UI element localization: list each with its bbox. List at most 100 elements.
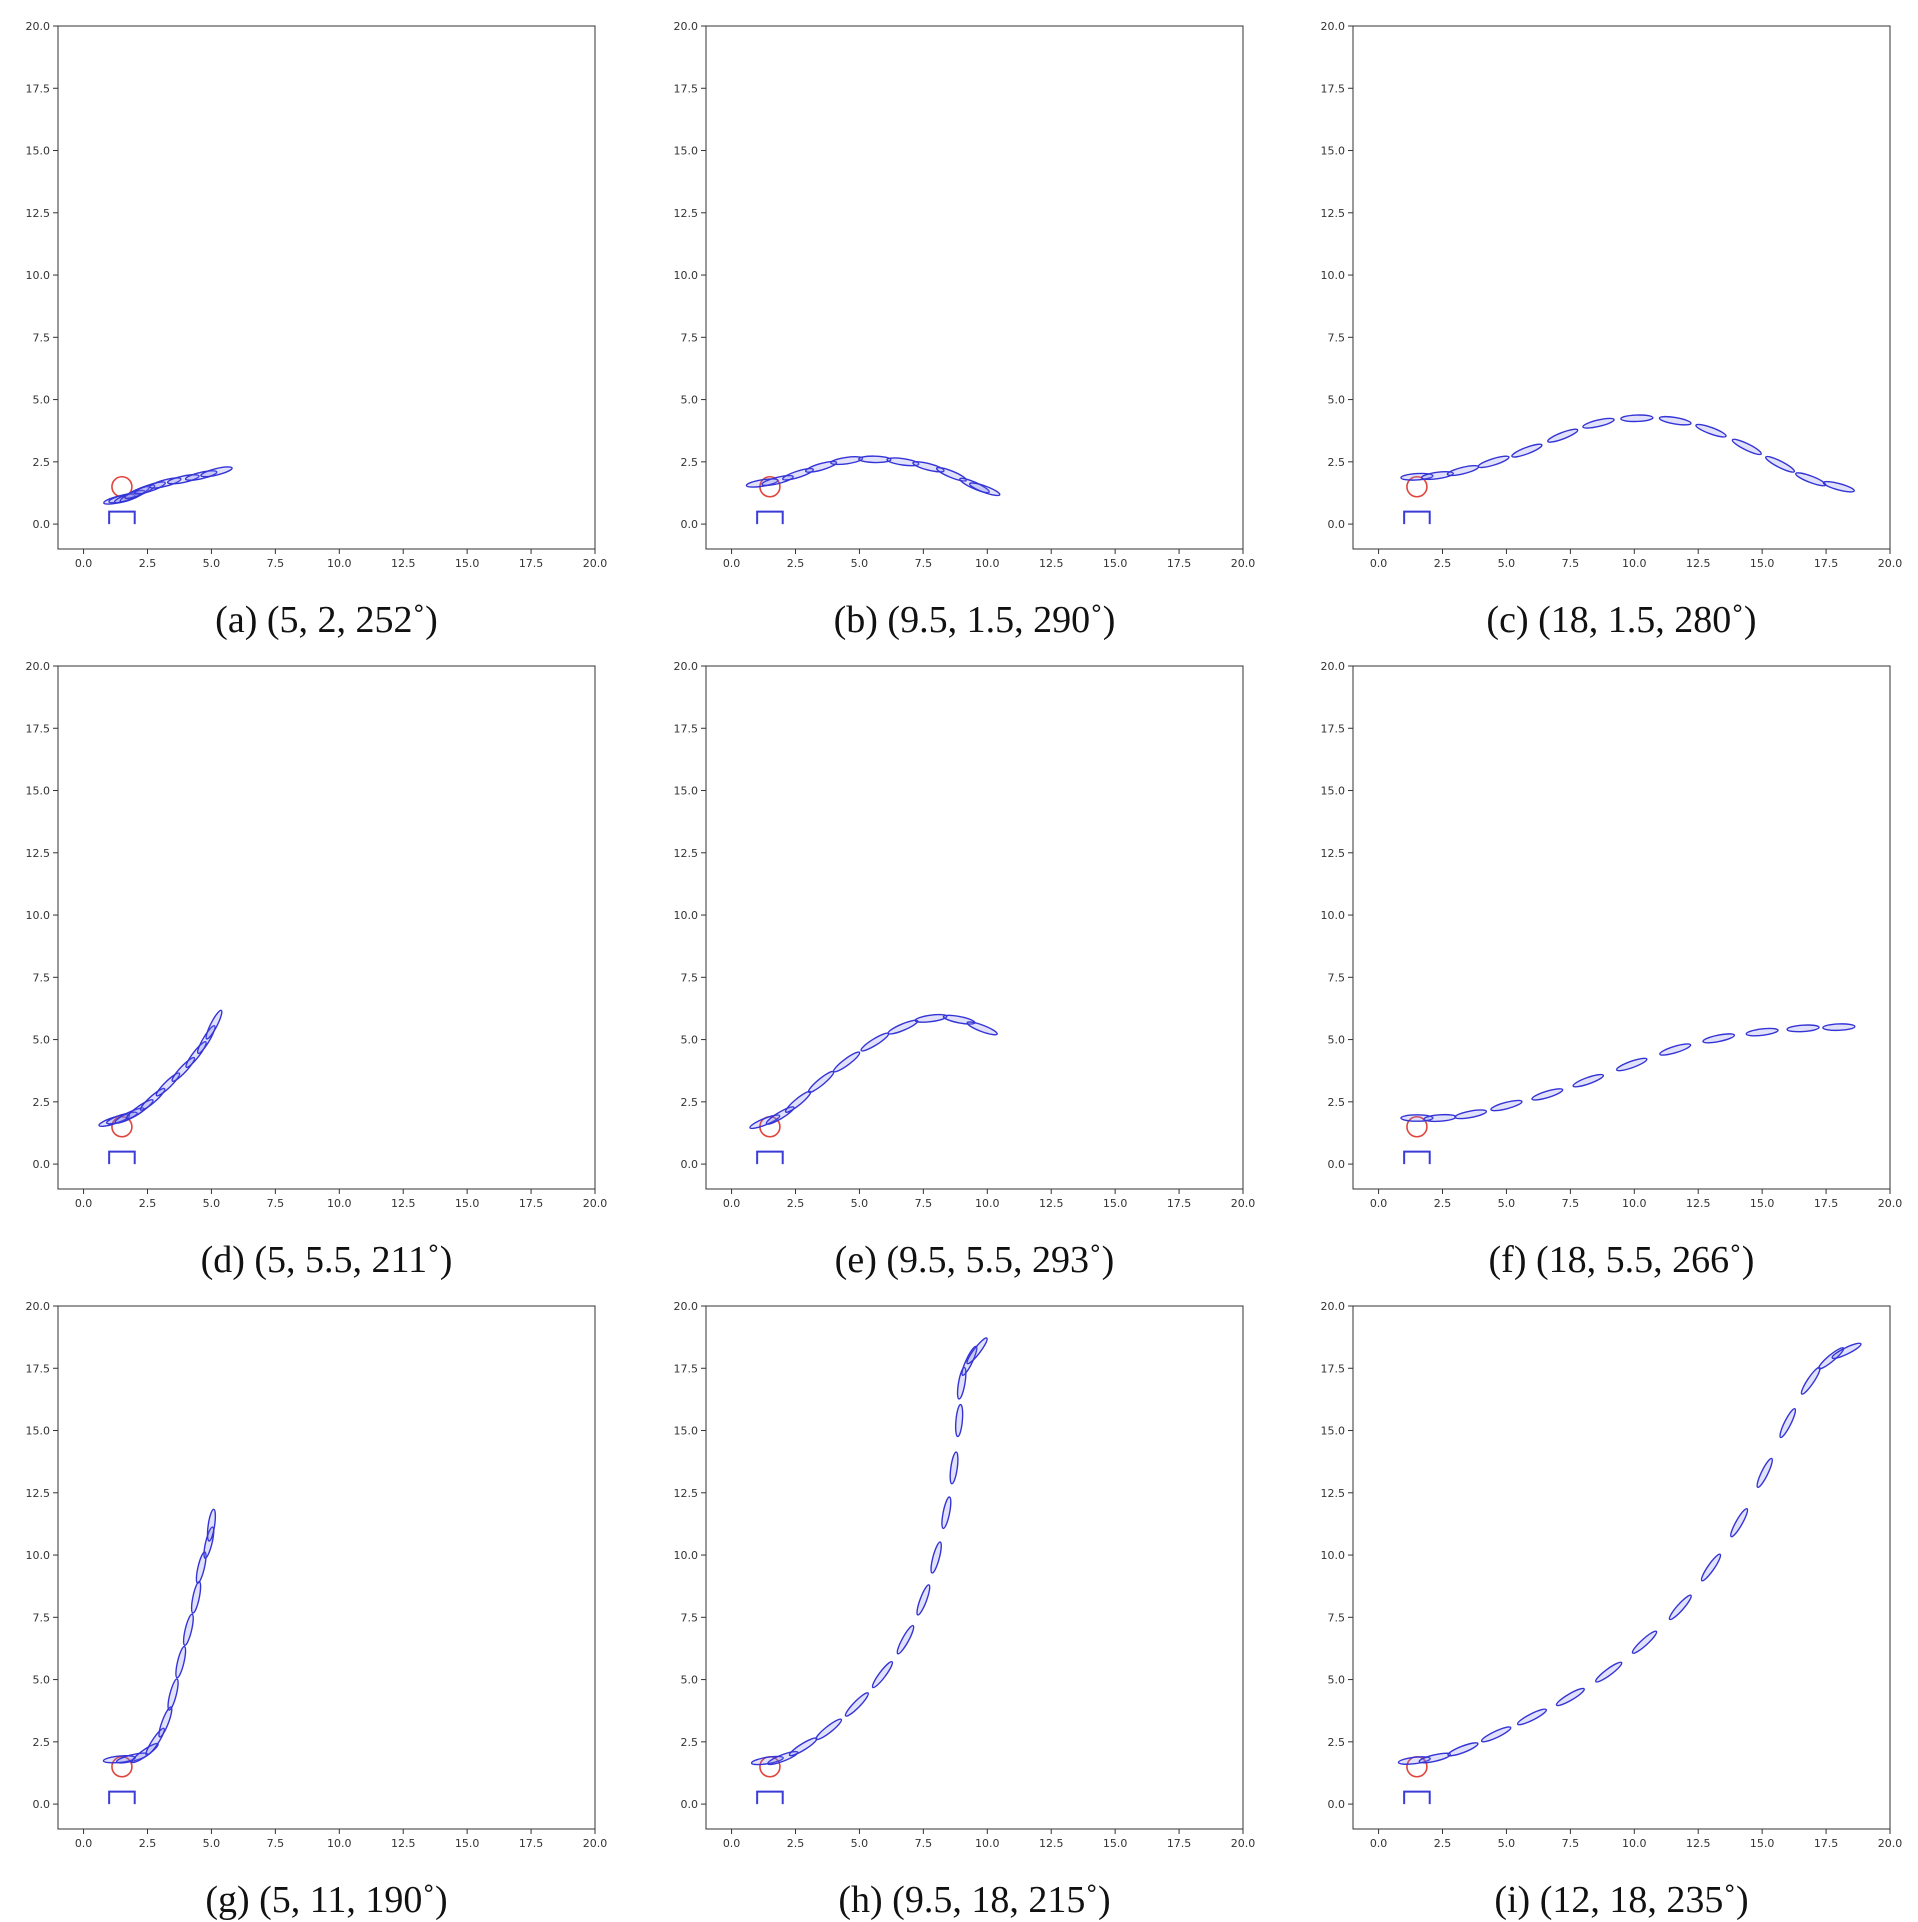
y-tick-label: 2.5 <box>33 1736 51 1749</box>
x-tick-label: 15.0 <box>1750 1837 1775 1850</box>
path-point <box>206 1508 217 1542</box>
x-tick-label: 0.0 <box>1370 1837 1388 1850</box>
path-point <box>196 1025 216 1055</box>
y-tick-label: 5.0 <box>681 394 699 407</box>
path-point <box>1490 1099 1523 1112</box>
y-tick-label: 20.0 <box>26 20 51 33</box>
target-circle <box>111 1755 133 1778</box>
path-point <box>1631 1630 1658 1654</box>
x-tick-label: 10.0 <box>1622 557 1647 570</box>
path-point <box>832 1051 861 1073</box>
dock-bracket <box>756 510 784 525</box>
x-tick-label: 20.0 <box>1878 1197 1903 1210</box>
x-tick-label: 7.5 <box>915 557 933 570</box>
x-tick-label: 17.5 <box>1167 557 1192 570</box>
x-tick-label: 0.0 <box>75 1197 93 1210</box>
y-tick-label: 0.0 <box>33 1798 51 1811</box>
plot-frame <box>705 665 1244 1190</box>
path-point <box>1555 1687 1585 1707</box>
y-tick-label: 2.5 <box>1328 1736 1346 1749</box>
y-tick-label: 5.0 <box>1328 394 1346 407</box>
x-tick-label: 15.0 <box>1750 557 1775 570</box>
x-tick-label: 20.0 <box>1231 1837 1256 1850</box>
plot-frame <box>1352 665 1891 1190</box>
path-point <box>1454 1109 1488 1120</box>
dock-bracket <box>1403 1150 1431 1165</box>
y-tick-label: 10.0 <box>1321 909 1346 922</box>
x-tick-label: 17.5 <box>1814 1197 1839 1210</box>
x-tick-label: 12.5 <box>1686 1197 1711 1210</box>
y-tick-label: 10.0 <box>26 269 51 282</box>
dock-bracket <box>756 1790 784 1805</box>
y-tick-label: 15.0 <box>1321 145 1346 158</box>
x-tick-label: 10.0 <box>1622 1837 1647 1850</box>
x-tick-label: 20.0 <box>583 1837 608 1850</box>
y-tick-label: 10.0 <box>1321 269 1346 282</box>
y-tick-label: 0.0 <box>681 1158 699 1171</box>
y-tick-label: 12.5 <box>1321 207 1346 220</box>
x-tick-label: 5.0 <box>1498 1837 1516 1850</box>
x-tick-label: 7.5 <box>1562 1197 1580 1210</box>
plot-frame <box>57 1305 596 1830</box>
path-point <box>804 460 838 473</box>
y-tick-label: 5.0 <box>1328 1674 1346 1687</box>
path-point <box>1730 1507 1749 1538</box>
x-tick-label: 5.0 <box>851 1197 869 1210</box>
x-tick-label: 0.0 <box>1370 1197 1388 1210</box>
y-tick-label: 0.0 <box>681 1798 699 1811</box>
path-point <box>1480 1726 1512 1743</box>
y-tick-label: 15.0 <box>26 785 51 798</box>
y-tick-label: 17.5 <box>674 1362 699 1375</box>
x-tick-label: 0.0 <box>1370 557 1388 570</box>
y-tick-label: 15.0 <box>674 1425 699 1438</box>
x-tick-label: 7.5 <box>267 1837 285 1850</box>
x-tick-label: 10.0 <box>327 1197 352 1210</box>
x-tick-label: 7.5 <box>267 1197 285 1210</box>
y-tick-label: 20.0 <box>674 660 699 673</box>
x-tick-label: 5.0 <box>1498 557 1516 570</box>
path-point <box>941 1496 952 1530</box>
y-tick-label: 10.0 <box>1321 1549 1346 1562</box>
path-point <box>1511 443 1543 458</box>
y-tick-label: 0.0 <box>1328 518 1346 531</box>
y-tick-label: 0.0 <box>1328 1158 1346 1171</box>
path-point <box>788 1737 818 1757</box>
x-tick-label: 15.0 <box>1103 1197 1128 1210</box>
x-tick-label: 17.5 <box>1814 1837 1839 1850</box>
y-tick-label: 2.5 <box>33 456 51 469</box>
path-point <box>1668 1594 1692 1621</box>
x-tick-label: 2.5 <box>139 557 157 570</box>
plot-frame <box>57 665 596 1190</box>
y-tick-label: 5.0 <box>33 1034 51 1047</box>
path-point <box>1779 1407 1797 1439</box>
x-tick-label: 2.5 <box>139 1837 157 1850</box>
path-point <box>185 1040 207 1069</box>
path-point <box>1572 1073 1605 1088</box>
y-tick-label: 20.0 <box>1321 20 1346 33</box>
path-point <box>858 455 892 464</box>
x-tick-label: 15.0 <box>455 1197 480 1210</box>
y-tick-label: 17.5 <box>1321 722 1346 735</box>
x-tick-label: 17.5 <box>519 1197 544 1210</box>
x-tick-label: 10.0 <box>327 1837 352 1850</box>
y-tick-label: 7.5 <box>33 1611 51 1624</box>
path-point <box>167 1678 179 1711</box>
x-tick-label: 7.5 <box>915 1837 933 1850</box>
x-tick-label: 15.0 <box>1750 1197 1775 1210</box>
path-point <box>896 1624 915 1655</box>
y-tick-label: 20.0 <box>1321 1300 1346 1313</box>
y-tick-label: 2.5 <box>681 1736 699 1749</box>
x-tick-label: 7.5 <box>915 1197 933 1210</box>
x-tick-label: 7.5 <box>267 557 285 570</box>
subplot-caption: (b) (9.5, 1.5, 290˚) <box>833 599 1116 641</box>
y-tick-label: 5.0 <box>681 1034 699 1047</box>
x-tick-label: 17.5 <box>1167 1197 1192 1210</box>
y-tick-label: 12.5 <box>26 207 51 220</box>
x-tick-label: 10.0 <box>975 557 1000 570</box>
y-tick-label: 10.0 <box>674 269 699 282</box>
x-tick-label: 15.0 <box>1103 557 1128 570</box>
